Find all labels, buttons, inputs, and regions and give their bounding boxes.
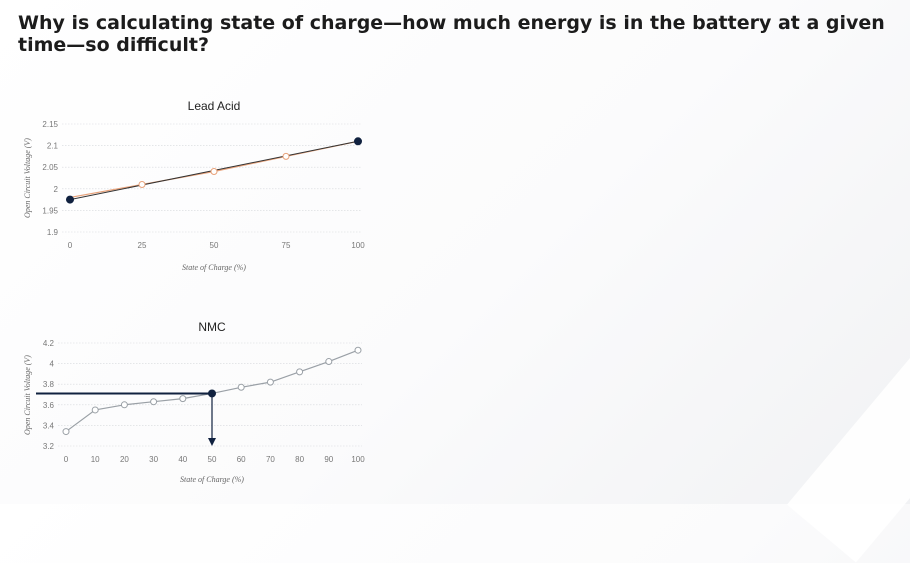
data-point <box>296 368 304 376</box>
y-tick-label: 4.2 <box>43 339 55 348</box>
data-point <box>266 378 274 386</box>
y-tick-label: 1.95 <box>42 206 58 215</box>
y-axis-label: Open Circuit Voltage (V) <box>23 138 32 218</box>
x-tick-label: 20 <box>120 455 129 464</box>
x-tick-label: 70 <box>266 455 275 464</box>
data-point <box>62 428 70 436</box>
data-point <box>179 395 187 403</box>
y-tick-label: 1.9 <box>47 228 59 237</box>
x-tick-label: 100 <box>351 455 365 464</box>
data-point <box>120 401 128 409</box>
x-tick-label: 80 <box>295 455 304 464</box>
x-axis-label: State of Charge (%) <box>182 263 246 272</box>
x-tick-label: 0 <box>64 455 69 464</box>
data-point <box>210 168 218 176</box>
y-tick-label: 2.15 <box>42 120 58 129</box>
data-point <box>138 180 146 188</box>
y-tick-label: 3.8 <box>43 380 55 389</box>
x-axis-label: State of Charge (%) <box>180 475 244 484</box>
y-tick-label: 3.6 <box>43 401 55 410</box>
x-tick-label: 90 <box>324 455 333 464</box>
y-tick-label: 2.1 <box>47 142 59 151</box>
data-point <box>325 358 333 366</box>
x-tick-label: 10 <box>91 455 100 464</box>
chart-title: Lead Acid <box>188 99 241 113</box>
highlight-arrowhead <box>208 438 216 446</box>
x-tick-label: 50 <box>208 455 217 464</box>
x-tick-label: 75 <box>282 241 291 250</box>
data-point <box>237 383 245 391</box>
data-point <box>91 406 99 414</box>
x-tick-label: 100 <box>351 241 365 250</box>
data-point <box>150 398 158 406</box>
x-tick-label: 0 <box>68 241 73 250</box>
endpoint-marker <box>66 195 74 204</box>
y-axis-label: Open Circuit Voltage (V) <box>23 355 32 435</box>
highlight-marker <box>208 389 216 398</box>
y-tick-label: 2.05 <box>42 163 58 172</box>
y-tick-label: 4 <box>50 360 55 369</box>
y-tick-label: 2 <box>54 185 59 194</box>
data-point <box>282 152 290 160</box>
y-tick-label: 3.2 <box>43 442 55 451</box>
endpoint-marker <box>354 137 362 146</box>
slide-title: Why is calculating state of charge—how m… <box>18 12 885 56</box>
x-tick-label: 40 <box>178 455 187 464</box>
x-tick-label: 60 <box>237 455 246 464</box>
x-tick-label: 50 <box>210 241 219 250</box>
x-tick-label: 30 <box>149 455 158 464</box>
x-tick-label: 25 <box>138 241 147 250</box>
data-point <box>354 346 362 354</box>
y-tick-label: 3.4 <box>43 421 55 430</box>
chart-title: NMC <box>198 320 226 334</box>
